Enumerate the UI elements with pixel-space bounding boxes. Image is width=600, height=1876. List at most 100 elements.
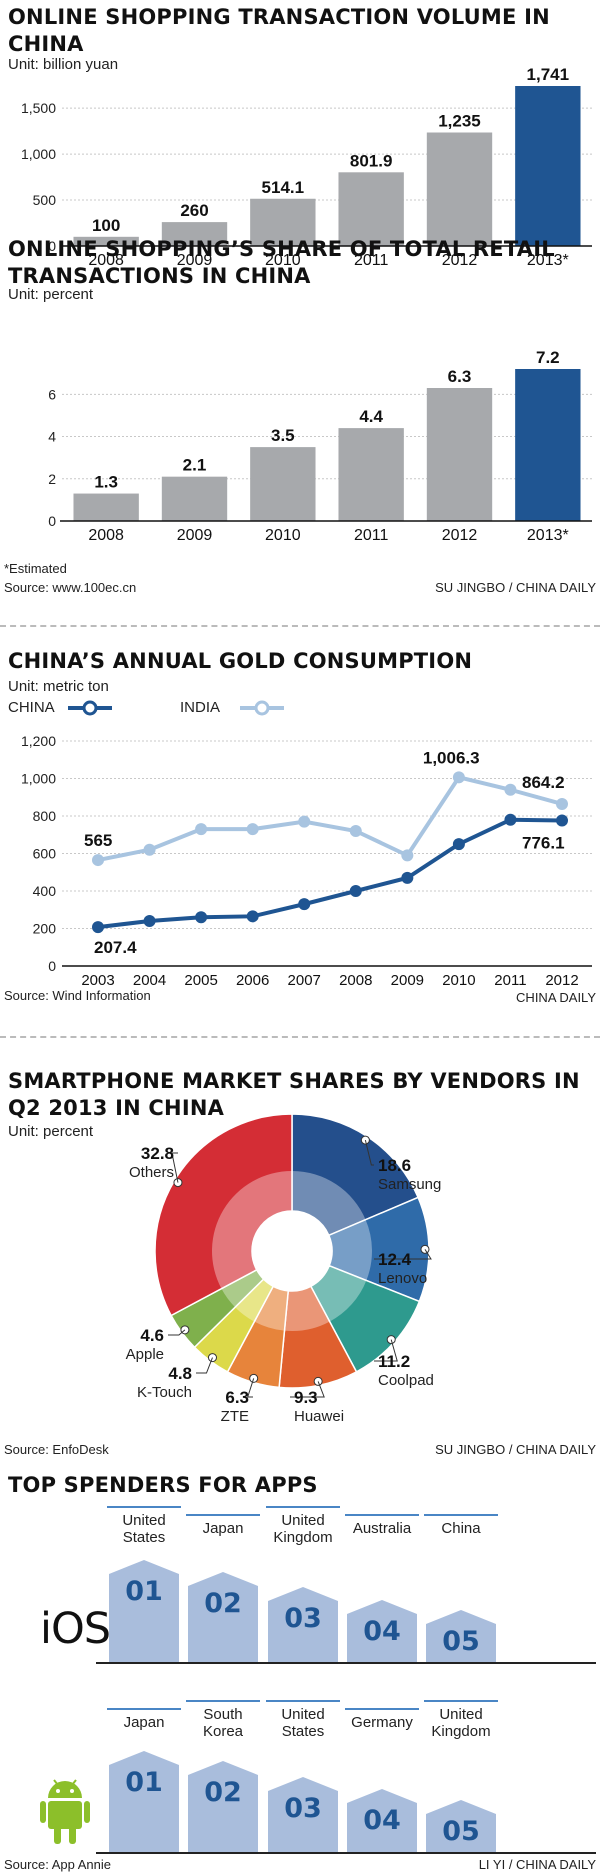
- legend-india-marker: [254, 700, 270, 716]
- bar: [250, 447, 316, 521]
- y-tick-label: 1,500: [21, 100, 56, 116]
- series-point-india: [504, 783, 517, 796]
- y-tick-label: 400: [33, 883, 57, 899]
- x-tick-label: 2004: [133, 972, 166, 989]
- leader-line: [374, 1339, 398, 1362]
- chart3-unit: Unit: metric ton: [8, 678, 109, 695]
- series-point-india: [298, 815, 311, 828]
- android-robot-part: [48, 1801, 82, 1829]
- x-tick-label: 2012: [545, 972, 578, 989]
- android-rank-tab: [268, 1777, 338, 1852]
- slice-inner-band: [235, 1279, 274, 1322]
- slice-name-label: Coolpad: [378, 1372, 434, 1389]
- chart1-title: ONLINE SHOPPING TRANSACTION VOLUME IN CH…: [8, 5, 550, 56]
- slice-inner-band: [310, 1265, 367, 1322]
- ios-country-label: United Kingdom: [273, 1512, 333, 1546]
- series-point-india: [452, 771, 465, 784]
- android-country-rule: [186, 1700, 260, 1702]
- android-robot-part: [40, 1801, 46, 1823]
- series-point-india: [246, 823, 259, 836]
- y-tick-label: 0: [48, 958, 56, 974]
- android-robot-part: [53, 1779, 59, 1786]
- x-tick-label: 2013*: [527, 527, 569, 544]
- chart2-svg: 0 2 4 6 1.3 2008 2.1 2009 3.5 2010 4.4 2011 6.3 2012 7…: [48, 348, 592, 544]
- bar: [515, 86, 581, 246]
- rank-tab-shape: [268, 1587, 338, 1662]
- android-rank-number: 04: [363, 1805, 401, 1836]
- android-country-rule: [345, 1708, 419, 1710]
- bar: [338, 172, 404, 246]
- slice-others: [154, 1113, 293, 1317]
- section-divider-2: [0, 1036, 600, 1038]
- x-tick-label: 2010: [265, 527, 301, 544]
- series-point-china: [195, 911, 208, 924]
- rank-tab-shape: [426, 1800, 496, 1852]
- bar: [73, 236, 139, 246]
- y-tick-label: 0: [48, 513, 56, 529]
- data-label: 776.1: [522, 833, 565, 852]
- slice-name-label: K-Touch: [137, 1384, 192, 1401]
- ios-rank-number: 05: [442, 1626, 480, 1657]
- x-tick-label: 2009: [177, 527, 213, 544]
- bar-value-label: 514.1: [262, 178, 305, 197]
- slice-inner-band: [221, 1269, 264, 1308]
- android-country-rule: [424, 1700, 498, 1702]
- chart2-title: ONLINE SHOPPING’S SHARE OF TOTAL RETAIL …: [8, 237, 555, 288]
- bar: [73, 493, 139, 521]
- ios-country-rule: [424, 1514, 498, 1516]
- rank-tab-shape: [347, 1789, 417, 1852]
- y-tick-label: 6: [48, 386, 56, 402]
- x-tick-label: 2009: [391, 972, 424, 989]
- source-enfodesk: Source: EnfoDesk: [4, 1442, 109, 1457]
- x-tick-label: 2009: [177, 252, 213, 269]
- y-tick-label: 1,200: [21, 733, 56, 749]
- series-point-india: [349, 825, 362, 837]
- ios-country-rule: [345, 1514, 419, 1516]
- android-country-rule: [266, 1700, 340, 1702]
- slice-name-label: Others: [129, 1164, 174, 1181]
- rank-tab-shape: [109, 1751, 179, 1852]
- series-point-india: [195, 823, 208, 836]
- android-baseline: [96, 1852, 596, 1854]
- x-tick-label: 2006: [236, 972, 269, 989]
- y-tick-label: 1,000: [21, 146, 56, 162]
- ios-rank-tab: [188, 1572, 258, 1662]
- android-country-label: South Korea: [202, 1706, 244, 1740]
- x-tick-label: 2007: [288, 972, 321, 989]
- y-tick-label: 800: [33, 808, 57, 824]
- data-label: 207.4: [94, 938, 137, 957]
- estimated-note: *Estimated: [4, 561, 67, 576]
- leader-line: [247, 1378, 255, 1398]
- y-tick-label: 1,000: [21, 771, 56, 787]
- leader-line: [374, 1249, 432, 1260]
- rank-tab-shape: [188, 1761, 258, 1852]
- ios-rank-tab: [109, 1560, 179, 1662]
- android-country-label: United Kingdom: [431, 1706, 491, 1740]
- slice-value-label: 18.6: [378, 1156, 411, 1175]
- y-tick-label: 2: [48, 471, 56, 487]
- x-tick-label: 2008: [88, 252, 124, 269]
- slice-value-label: 6.3: [225, 1388, 249, 1407]
- android-country-rule: [107, 1708, 181, 1710]
- bar-value-label: 260: [180, 201, 208, 220]
- series-point-china: [246, 910, 259, 923]
- legend-india-label: INDIA: [180, 699, 221, 716]
- credit-china-daily: CHINA DAILY: [516, 990, 596, 1005]
- bar-value-label: 1,235: [438, 112, 481, 131]
- x-tick-label: 2008: [88, 527, 124, 544]
- rank-tab-shape: [426, 1610, 496, 1662]
- bar: [426, 132, 493, 246]
- bar-value-label: 1,741: [527, 65, 570, 84]
- leader-line: [171, 1152, 179, 1183]
- chart3-svg: 0 200 400 600 800 1,000 1,200 2003 2004 2005 2006 2…: [21, 700, 592, 989]
- rank-tab-shape: [109, 1560, 179, 1662]
- rank-tab-shape: [347, 1600, 417, 1662]
- ios-baseline: [96, 1662, 596, 1664]
- ios-country-rule: [266, 1506, 340, 1508]
- y-tick-label: 600: [33, 846, 57, 862]
- source-100ec: Source: www.100ec.cn: [4, 580, 137, 595]
- chart3-title: CHINA’S ANNUAL GOLD CONSUMPTION: [8, 649, 473, 673]
- series-point-india: [92, 854, 104, 867]
- bar-value-label: 2.1: [183, 456, 207, 475]
